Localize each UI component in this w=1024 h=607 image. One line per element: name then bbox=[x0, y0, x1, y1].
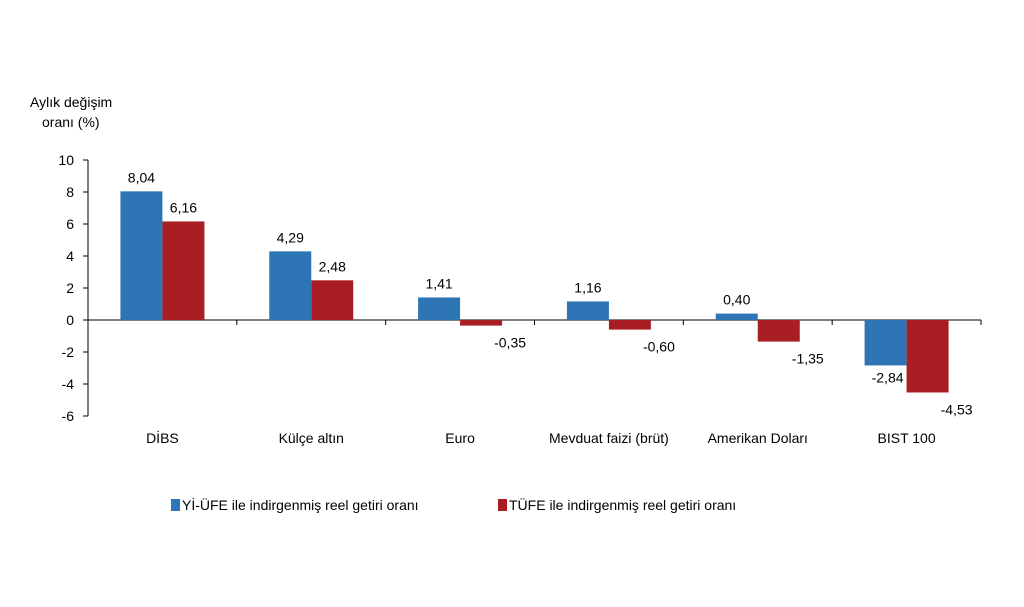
bar bbox=[269, 251, 312, 320]
category-label: Mevduat faizi (brüt) bbox=[549, 430, 669, 446]
bars bbox=[120, 191, 949, 393]
y-tick-label: 0 bbox=[66, 312, 74, 328]
data-label: 2,48 bbox=[319, 258, 346, 274]
data-label: 4,29 bbox=[277, 229, 304, 245]
legend: Yİ-ÜFE ile indirgenmiş reel getiri oranı… bbox=[171, 496, 736, 513]
bar bbox=[906, 320, 949, 393]
bar bbox=[162, 221, 205, 320]
bar bbox=[757, 320, 800, 342]
category-label: Euro bbox=[445, 430, 475, 446]
y-axis-ticks: 10 8 6 4 2 0 -2 -4 -6 bbox=[58, 152, 88, 424]
y-axis-title-line-1: Aylık değişim bbox=[30, 94, 112, 110]
category-label: DİBS bbox=[146, 429, 179, 446]
bar bbox=[566, 301, 609, 320]
data-label: 0,40 bbox=[723, 292, 750, 308]
legend-label: Yİ-ÜFE ile indirgenmiş reel getiri oranı bbox=[182, 496, 419, 513]
y-tick-label: 6 bbox=[66, 216, 74, 232]
bar bbox=[311, 280, 354, 320]
bar bbox=[418, 297, 461, 320]
y-axis-title-line-2: oranı (%) bbox=[42, 114, 100, 130]
data-label: -2,84 bbox=[872, 369, 904, 385]
bar bbox=[460, 320, 503, 326]
data-label: 6,16 bbox=[170, 199, 197, 215]
data-label: 8,04 bbox=[128, 169, 155, 185]
y-axis-title: Aylık değişim oranı (%) bbox=[30, 94, 112, 130]
category-label: Amerikan Doları bbox=[708, 430, 808, 446]
data-label: -0,60 bbox=[643, 339, 675, 355]
y-tick-label: 2 bbox=[66, 280, 74, 296]
bar bbox=[864, 320, 907, 366]
axes bbox=[87, 160, 982, 416]
data-label: -4,53 bbox=[941, 401, 973, 417]
category-label: BIST 100 bbox=[878, 430, 936, 446]
legend-label: TÜFE ile indirgenmiş reel getiri oranı bbox=[509, 496, 736, 513]
y-tick-label: 8 bbox=[66, 184, 74, 200]
category-label: Külçe altın bbox=[279, 430, 344, 446]
y-tick-label: 4 bbox=[66, 248, 74, 264]
y-tick-label: -6 bbox=[62, 408, 75, 424]
legend-swatch bbox=[171, 499, 180, 511]
y-tick-label: 10 bbox=[58, 152, 74, 168]
data-label: 1,41 bbox=[425, 275, 452, 291]
data-label: -1,35 bbox=[792, 351, 824, 367]
data-label: 1,16 bbox=[574, 279, 601, 295]
bar bbox=[120, 191, 163, 320]
data-label: -0,35 bbox=[494, 335, 526, 351]
y-tick-label: -4 bbox=[62, 376, 75, 392]
category-labels: DİBS Külçe altın Euro Mevduat faizi (brüt) A… bbox=[146, 429, 936, 446]
data-labels: 8,04 6,16 4,29 2,48 1,41 -0,35 1,16 -0,60 0,40 -1… bbox=[128, 169, 973, 417]
y-tick-label: -2 bbox=[62, 344, 75, 360]
bar bbox=[715, 313, 758, 320]
bar bbox=[608, 320, 651, 330]
legend-swatch bbox=[498, 499, 507, 511]
